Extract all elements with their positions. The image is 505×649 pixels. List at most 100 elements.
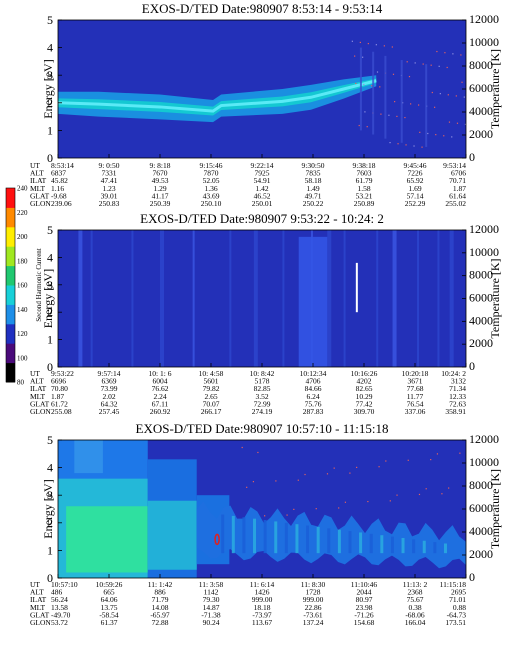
streak: [380, 535, 384, 554]
noise-dot: [451, 136, 453, 138]
noise-dot: [444, 52, 446, 54]
streak: [229, 230, 232, 367]
ephemeris-cell: 72.88: [152, 618, 169, 627]
noise-dot: [464, 123, 466, 125]
ephemeris-cell: 137.24: [303, 618, 324, 627]
noise-dot: [452, 53, 454, 55]
noise-dot: [436, 50, 438, 53]
ephemeris-cell: 53.21: [356, 191, 373, 200]
noise-dot: [418, 493, 421, 496]
y2-tick-label: 8000: [469, 268, 493, 282]
ephemeris-cell: 9: 8:18: [149, 161, 170, 170]
y-tick-label: 3: [47, 488, 53, 502]
y-tick-label: 1: [47, 333, 53, 347]
ephemeris-row-label: GLAT: [30, 610, 50, 619]
ephemeris-cell: 2368: [408, 588, 423, 597]
ephemeris-cell: 1.42: [255, 184, 268, 193]
ephemeris-cell: 999.00: [252, 595, 273, 604]
ephemeris-cell: -65.97: [150, 610, 170, 619]
noise-dot: [304, 473, 306, 476]
noise-dot: [418, 104, 420, 106]
ephemeris-cell: 257.45: [99, 407, 120, 416]
noise-dot: [355, 82, 357, 85]
noise-dot: [388, 114, 390, 116]
ephemeris-cell: 9:15:46: [200, 161, 223, 170]
y2-tick-label: 2000: [469, 127, 493, 141]
ephemeris-cell: 61.37: [101, 618, 118, 627]
ephemeris-cell: 1426: [255, 588, 270, 597]
noise-dot: [408, 75, 411, 78]
colorbar-segment: [6, 323, 15, 344]
noise-dot: [406, 61, 408, 63]
streak: [316, 526, 320, 554]
region: [66, 506, 148, 573]
ephemeris-cell: 260.92: [150, 407, 171, 416]
noise-dot: [257, 451, 259, 454]
colorbar-segment: [6, 304, 15, 325]
streak: [78, 230, 83, 367]
y-tick-label: 2: [47, 516, 53, 530]
y-tick-label: 0: [47, 571, 53, 585]
ephemeris-row-label: GLON: [30, 618, 51, 627]
noise-dot: [430, 458, 432, 461]
ephemeris-row-label: GLON: [30, 407, 51, 416]
noise-dot: [379, 86, 381, 88]
colorbar-tick-label: 180: [17, 257, 28, 265]
noise-dot: [447, 94, 449, 96]
streak: [343, 230, 346, 367]
noise-dot: [363, 83, 365, 86]
ephemeris-cell: 61.64: [449, 191, 466, 200]
ephemeris-cell: -9.68: [51, 191, 67, 200]
y-tick-label: 4: [47, 461, 53, 475]
ephemeris-row-label: ALT: [30, 588, 44, 597]
ephemeris-cell: 11:13: 2: [403, 580, 428, 589]
streak: [306, 525, 310, 554]
streak: [348, 531, 352, 554]
streak: [437, 230, 440, 367]
ephemeris-row-label: GLAT: [30, 191, 50, 200]
ephemeris-row-label: GLAT: [30, 399, 50, 408]
noise-dot: [391, 46, 393, 48]
noise-dot: [293, 508, 295, 510]
y-axis-label: Energy [eV]: [41, 479, 55, 538]
ephemeris-cell: 70.07: [203, 399, 220, 408]
ephemeris-cell: 56.24: [51, 595, 68, 604]
y-tick-label: 4: [47, 250, 53, 264]
ephemeris-cell: 1.87: [51, 392, 64, 401]
ephemeris-cell: 9: 0:50: [98, 161, 119, 170]
ephemeris-cell: -71.38: [201, 610, 221, 619]
noise-dot: [380, 113, 382, 115]
ephemeris-cell: 10:57:10: [51, 580, 78, 589]
ephemeris-row-label: ALT: [30, 169, 44, 178]
noise-dot: [376, 71, 379, 73]
ephemeris-cell: 53.72: [51, 618, 68, 627]
noise-dot: [338, 507, 340, 509]
ephemeris-cell: 77.68: [407, 384, 424, 393]
ephemeris-cell: 10:59:26: [96, 580, 123, 589]
energy-band-core: [58, 79, 377, 113]
ephemeris-cell: 47.41: [101, 176, 118, 185]
y-axis-label: Energy [eV]: [41, 269, 55, 328]
ephemeris-cell: 250.89: [354, 199, 375, 208]
ephemeris-cell: 71.34: [449, 384, 466, 393]
streak: [192, 230, 195, 367]
ephemeris-row-label: ILAT: [30, 176, 47, 185]
noise-dot: [396, 494, 398, 496]
noise-dot: [414, 62, 416, 64]
ephemeris-cell: 2695: [451, 588, 466, 597]
ephemeris-cell: 58.18: [305, 176, 322, 185]
ephemeris-cell: 11.77: [407, 392, 424, 401]
ephemeris-row-label: MLT: [30, 184, 46, 193]
streak: [372, 51, 375, 135]
ephemeris-cell: 10: 4:58: [199, 369, 224, 378]
ephemeris-cell: 12.33: [449, 392, 466, 401]
marker-line: [355, 262, 358, 313]
noise-dot: [427, 132, 429, 135]
ephemeris-cell: 250.10: [201, 199, 222, 208]
streak: [263, 520, 267, 554]
noise-dot: [264, 515, 266, 517]
noise-dot: [286, 514, 288, 516]
y2-axis-label: Temperature [K]: [488, 258, 502, 338]
y2-tick-label: 0: [469, 570, 475, 584]
ephemeris-cell: 309.70: [354, 407, 375, 416]
